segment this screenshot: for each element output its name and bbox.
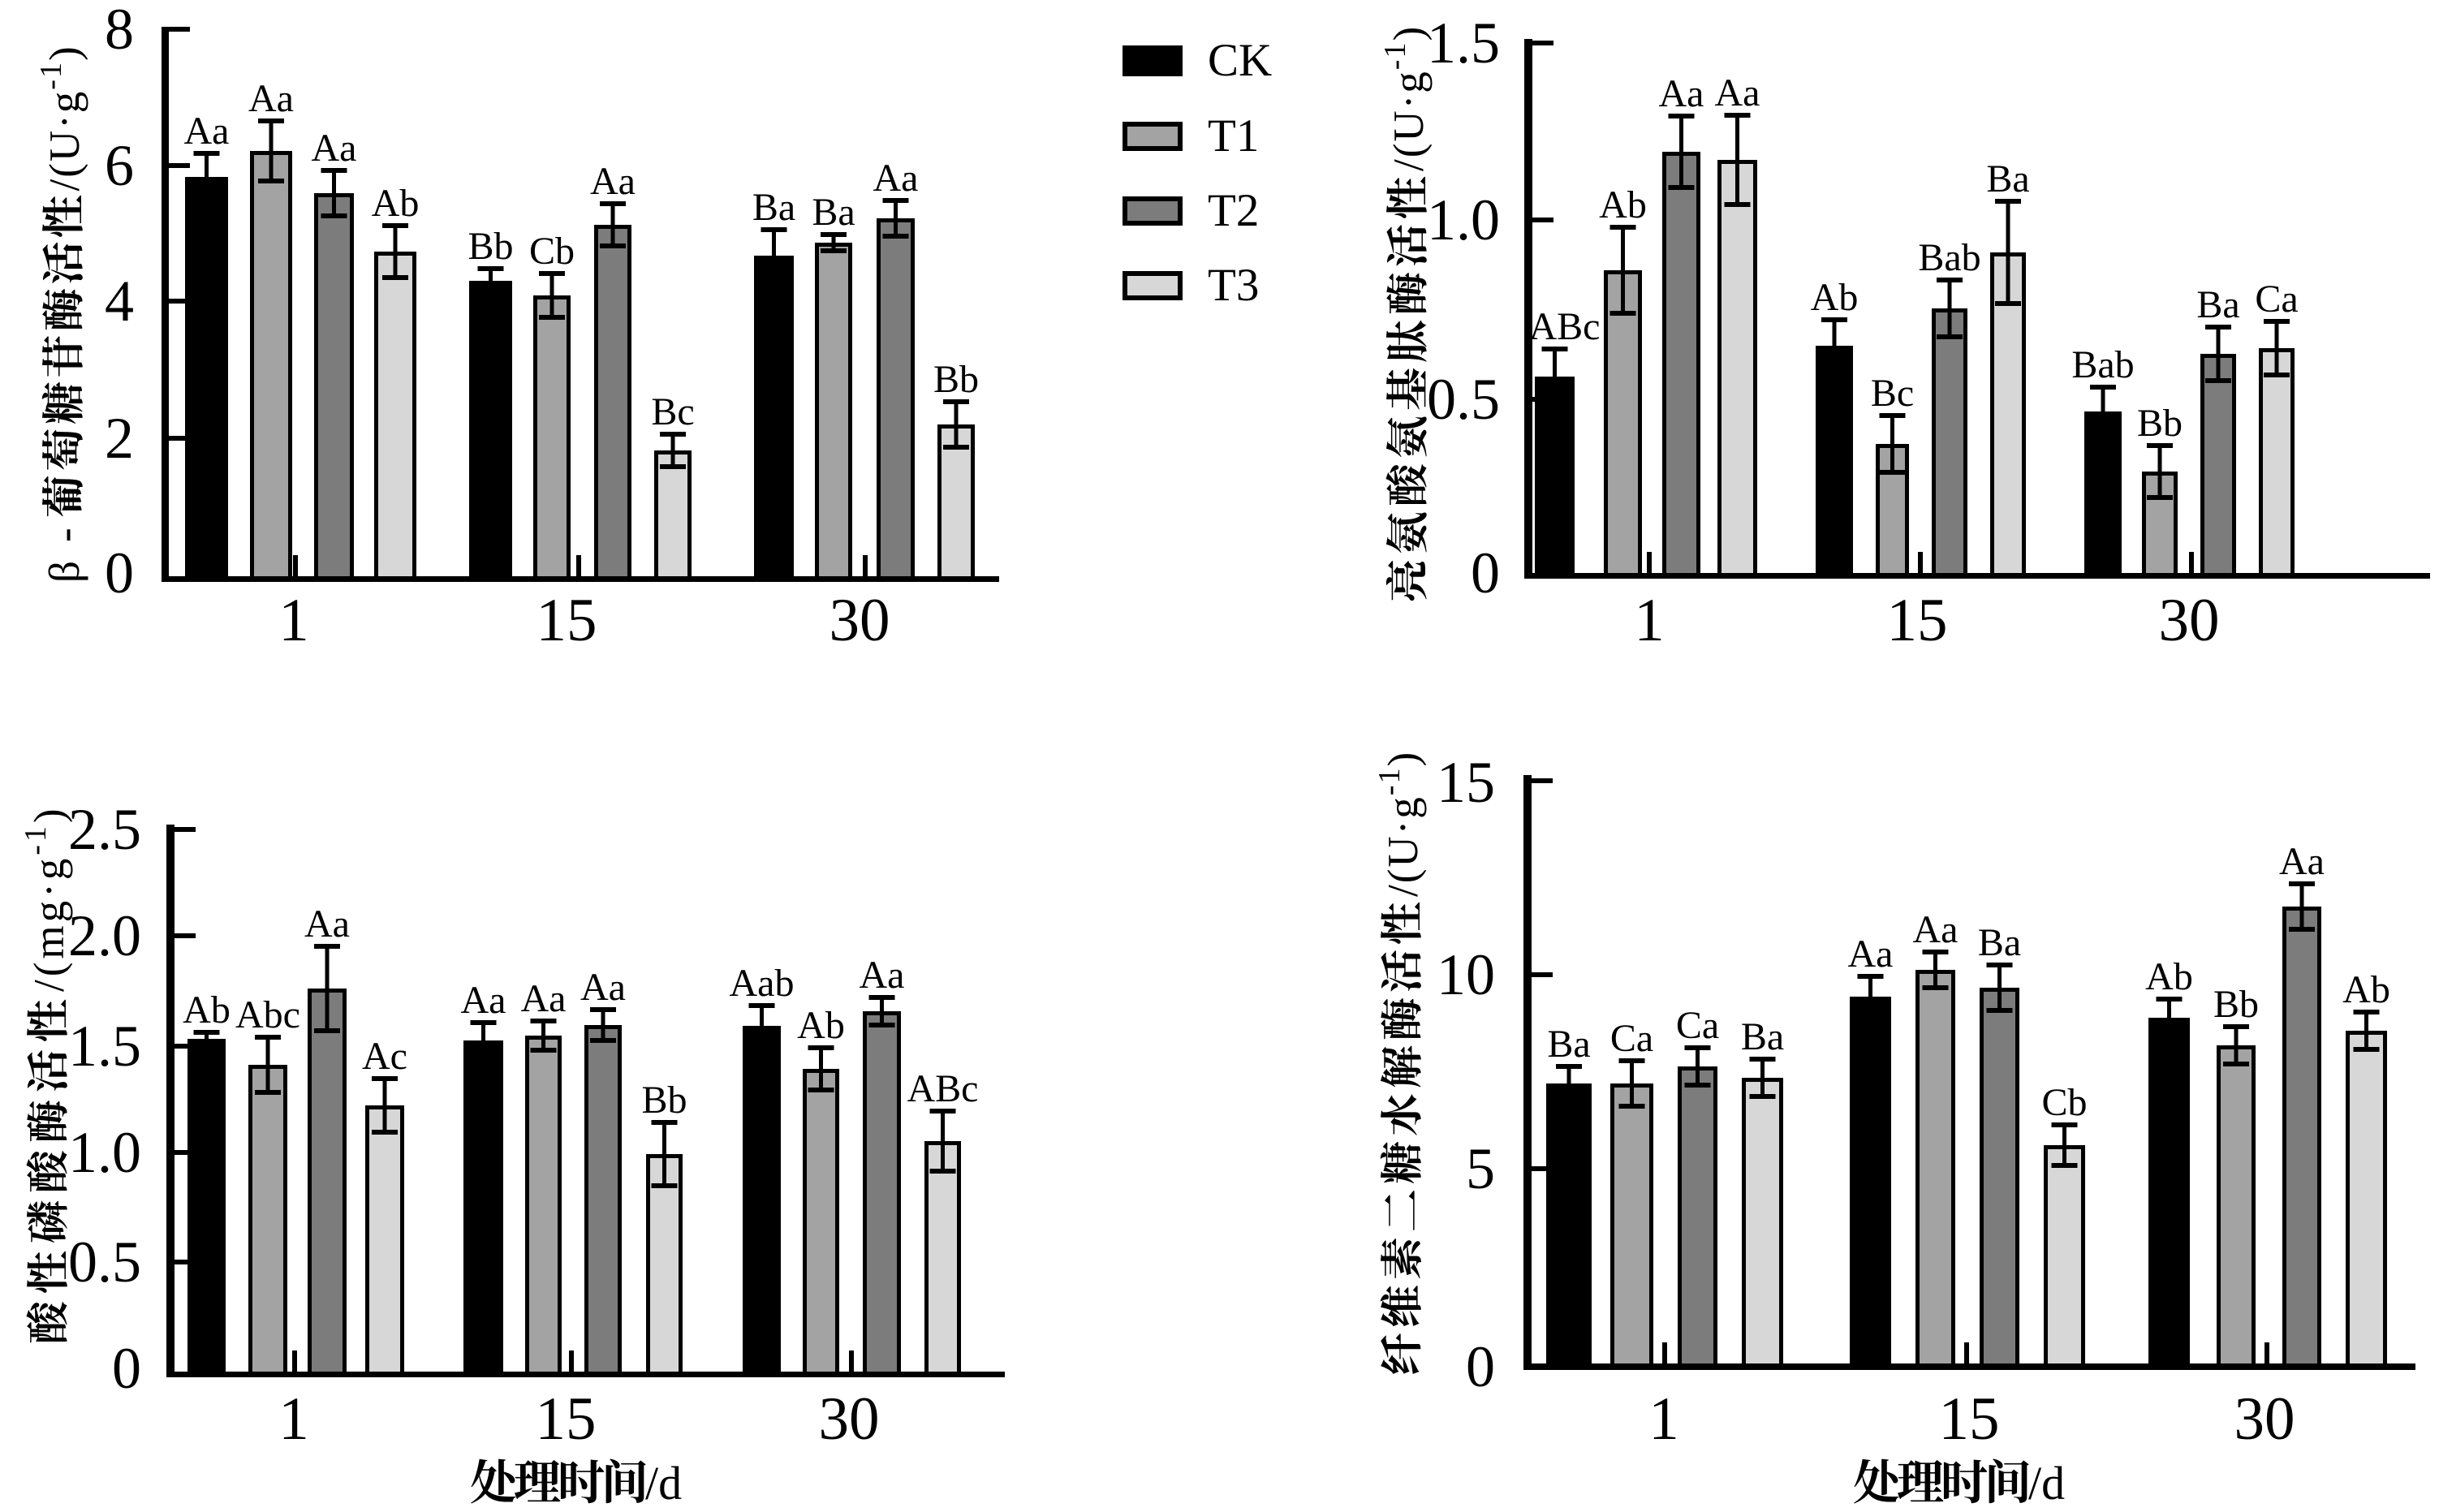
svg-text:1: 1 (278, 587, 309, 654)
svg-text:15: 15 (1437, 750, 1495, 815)
svg-text:15: 15 (536, 587, 597, 654)
svg-text:Ba: Ba (2196, 283, 2239, 326)
svg-text:Aa: Aa (1913, 908, 1959, 951)
svg-text:ABc: ABc (1529, 305, 1601, 348)
svg-text:/(U·g-1): /(U·g-1) (1378, 25, 1433, 171)
svg-text:Aa: Aa (873, 157, 919, 200)
svg-text:Aa: Aa (184, 110, 230, 153)
svg-text:Ba: Ba (1986, 157, 2029, 200)
svg-text:Ab: Ab (2145, 955, 2193, 998)
svg-text:/(U·g-1): /(U·g-1) (1372, 751, 1427, 897)
svg-text:Abc: Abc (235, 993, 300, 1036)
svg-text:8: 8 (105, 0, 134, 62)
svg-text:30: 30 (2159, 587, 2220, 654)
svg-text:15: 15 (536, 1385, 597, 1453)
svg-text:CK: CK (1208, 35, 1272, 86)
svg-text:Aa: Aa (2279, 840, 2325, 883)
svg-text:1.0: 1.0 (68, 1120, 141, 1185)
svg-text:15: 15 (1939, 1385, 2000, 1453)
svg-text:Ab: Ab (372, 182, 420, 225)
svg-text:1.0: 1.0 (1427, 187, 1500, 252)
svg-text:Bab: Bab (2071, 343, 2134, 386)
svg-text:Aab: Aab (730, 962, 795, 1005)
svg-text:Bb: Bb (2137, 402, 2183, 445)
svg-text:Ba: Ba (1978, 921, 2021, 964)
svg-text:Bb: Bb (933, 358, 979, 401)
svg-text:0: 0 (1466, 1334, 1495, 1399)
svg-text:Ac: Ac (362, 1035, 407, 1078)
svg-text:Bab: Bab (1918, 236, 1980, 279)
svg-text:30: 30 (2234, 1385, 2295, 1453)
svg-text:Ba: Ba (812, 191, 855, 234)
svg-text:5: 5 (1466, 1136, 1495, 1201)
svg-text:Bb: Bb (641, 1079, 687, 1122)
svg-text:ABc: ABc (907, 1067, 979, 1110)
svg-text:/d: /d (2028, 1457, 2065, 1508)
svg-text:1.5: 1.5 (68, 1014, 141, 1079)
svg-text:Bc: Bc (651, 390, 694, 433)
svg-text:β: β (41, 561, 88, 583)
svg-text:0.5: 0.5 (1427, 367, 1500, 432)
svg-text:Aa: Aa (590, 160, 636, 203)
svg-text:Bb: Bb (2213, 983, 2259, 1026)
svg-text:1.5: 1.5 (1427, 11, 1500, 75)
svg-text:/(U·g-1): /(U·g-1) (34, 45, 88, 191)
svg-text:Ab: Ab (183, 989, 231, 1032)
svg-text:Cb: Cb (529, 230, 575, 273)
svg-text:30: 30 (819, 1385, 880, 1453)
svg-text:Ba: Ba (1741, 1015, 1784, 1058)
svg-text:Bc: Bc (1871, 372, 1914, 415)
svg-text:15: 15 (1887, 587, 1948, 654)
svg-text:Ab: Ab (797, 1004, 845, 1047)
svg-text:Aa: Aa (580, 966, 626, 1009)
svg-text:1: 1 (1634, 587, 1665, 654)
svg-text:Aa: Aa (521, 977, 567, 1020)
svg-text:1: 1 (278, 1385, 309, 1453)
svg-text:Bb: Bb (468, 225, 513, 268)
svg-text:Ab: Ab (1599, 183, 1647, 226)
svg-text:Aa: Aa (312, 127, 357, 170)
svg-text:0: 0 (105, 541, 134, 605)
svg-text:0: 0 (112, 1336, 141, 1401)
svg-text:Ab: Ab (2342, 968, 2390, 1011)
svg-text:T1: T1 (1208, 110, 1259, 162)
svg-text:Aa: Aa (860, 954, 905, 997)
svg-text:Aa: Aa (248, 77, 294, 120)
svg-text:Aa: Aa (461, 979, 506, 1022)
svg-text:2: 2 (105, 406, 134, 471)
svg-text:Ca: Ca (2255, 278, 2298, 321)
svg-text:Ba: Ba (1547, 1023, 1590, 1066)
svg-text:Cb: Cb (2041, 1081, 2087, 1124)
svg-text:1: 1 (1648, 1385, 1679, 1453)
svg-text:/(mg·g-1): /(mg·g-1) (19, 805, 73, 992)
svg-text:T3: T3 (1208, 260, 1259, 311)
svg-text:Aa: Aa (1715, 71, 1760, 114)
svg-text:2.5: 2.5 (68, 797, 141, 862)
svg-text:0: 0 (1471, 541, 1500, 605)
svg-text:2.0: 2.0 (68, 903, 141, 968)
svg-text:-: - (41, 528, 88, 542)
svg-text:6: 6 (105, 133, 134, 198)
svg-text:Aa: Aa (304, 902, 350, 946)
svg-text:Aa: Aa (1659, 72, 1704, 115)
svg-text:Ca: Ca (1676, 1004, 1719, 1047)
svg-text:10: 10 (1437, 942, 1495, 1007)
svg-text:Ab: Ab (1811, 276, 1859, 319)
svg-text:0.5: 0.5 (68, 1230, 141, 1294)
svg-text:30: 30 (830, 587, 890, 654)
svg-text:Aa: Aa (1848, 933, 1894, 976)
svg-text:4: 4 (105, 269, 134, 334)
svg-text:T2: T2 (1208, 185, 1259, 236)
svg-text:Ba: Ba (752, 186, 795, 229)
svg-text:Ca: Ca (1610, 1017, 1653, 1060)
svg-text:/d: /d (645, 1457, 682, 1508)
